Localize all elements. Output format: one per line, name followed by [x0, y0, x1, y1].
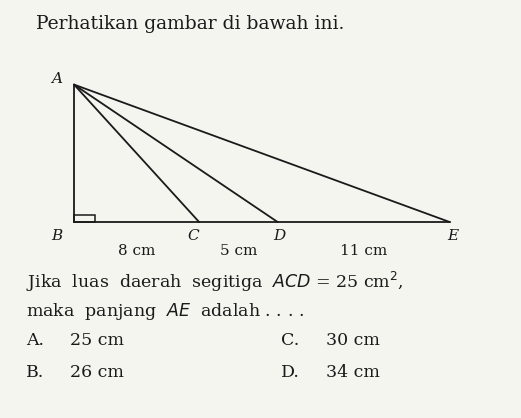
Text: 30 cm: 30 cm [326, 332, 379, 349]
Text: B: B [52, 229, 63, 243]
Text: D.: D. [281, 364, 300, 381]
Text: 26 cm: 26 cm [70, 364, 124, 381]
Text: Perhatikan gambar di bawah ini.: Perhatikan gambar di bawah ini. [36, 15, 345, 33]
Text: C.: C. [281, 332, 300, 349]
Text: maka  panjang  $AE$  adalah . . . .: maka panjang $AE$ adalah . . . . [26, 301, 304, 322]
Text: B.: B. [26, 364, 44, 381]
Text: 11 cm: 11 cm [340, 244, 388, 258]
Text: 34 cm: 34 cm [326, 364, 379, 381]
Text: Jika  luas  daerah  segitiga  $ACD$ = 25 cm$^2$,: Jika luas daerah segitiga $ACD$ = 25 cm$… [26, 270, 404, 294]
Text: 8 cm: 8 cm [118, 244, 155, 258]
Text: 5 cm: 5 cm [220, 244, 257, 258]
Bar [74, 214, 95, 222]
Text: E: E [448, 229, 458, 243]
Text: D: D [274, 229, 286, 243]
Text: A: A [52, 72, 63, 86]
Text: 25 cm: 25 cm [70, 332, 125, 349]
Text: A.: A. [26, 332, 44, 349]
Text: C: C [188, 229, 200, 243]
